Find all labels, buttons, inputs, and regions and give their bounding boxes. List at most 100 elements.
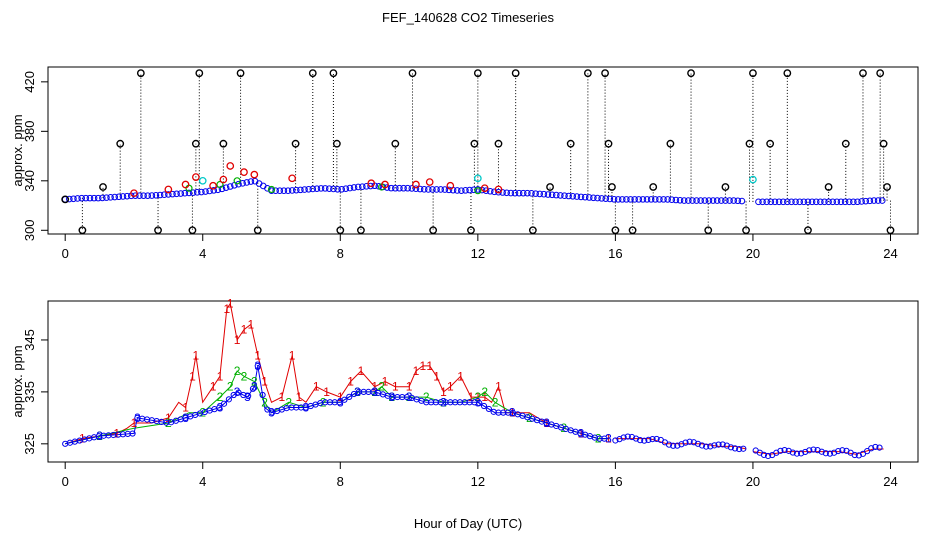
x-axis-label: Hour of Day (UTC) [414,516,522,531]
outlier-point [494,139,503,148]
baseline-point [222,184,230,191]
baseline-point [292,186,300,194]
series-marker: 1 [371,380,378,394]
baseline-point [400,184,407,192]
outlier-point [628,226,637,235]
x-tick-label: 20 [746,474,760,489]
outlier-point [308,69,317,78]
baseline-point [540,190,548,198]
late-point [797,450,805,457]
late-point [777,447,784,454]
series-line [65,302,609,445]
baseline-point [416,185,424,193]
baseline-point [684,197,692,204]
y-axis-label: approx. ppm [10,114,25,186]
baseline-point [585,194,593,201]
late-point [670,442,677,449]
baseline-point [458,187,465,194]
series-marker: 2 [423,390,430,404]
outlier-point [604,139,613,148]
baseline-point [144,192,152,199]
baseline-point [734,197,742,205]
cyan-point [473,174,482,183]
baseline-point [462,187,469,194]
baseline-point [156,191,164,199]
baseline-point [705,197,713,204]
series-marker: 3 [371,385,378,399]
series-marker: 1 [433,369,440,383]
baseline-point [433,186,440,193]
series-marker: 1 [347,375,354,389]
outlier-point [546,183,554,191]
x-tick-label: 12 [471,474,485,489]
baseline-point [602,195,610,202]
outlier-point [391,139,400,148]
baseline-point [243,179,251,186]
baseline-point [99,194,106,202]
baseline-point [152,192,160,199]
outlier-point [566,139,575,148]
baseline-point [598,195,605,202]
red-point [164,185,173,194]
late-point [839,447,846,454]
baseline-point [755,198,762,206]
series-marker: 1 [495,380,502,394]
outlier-point [99,183,107,191]
trace-point [341,396,348,403]
baseline-point [503,189,511,197]
late-point [793,450,801,457]
red-point [480,184,489,193]
late-point [736,445,743,453]
baseline-point [759,198,766,206]
baseline-point [198,188,205,196]
baseline-point [763,198,770,206]
baseline-point [515,189,523,197]
baseline-point [701,197,709,204]
baseline-point [78,194,85,202]
baseline-point [346,184,354,192]
x-tick-label: 0 [62,246,69,261]
series-marker: 1 [227,297,234,311]
late-point [814,447,821,454]
red-point [181,180,190,189]
series-marker: 2 [481,385,488,399]
outlier-point [721,183,730,191]
series-marker: 2 [378,380,385,394]
outlier-point [61,195,70,204]
trace-point [249,385,257,392]
series-marker: 1 [447,380,454,394]
baseline-point [70,195,77,203]
outlier-point [511,69,520,78]
late-point [864,448,871,455]
baseline-point [821,198,828,206]
trace-point [346,393,353,400]
baseline-point [115,193,123,201]
red-point [192,173,200,181]
baseline-point [623,196,630,203]
outlier-point [195,69,204,78]
outlier-point [859,69,867,78]
baseline-point [160,191,168,199]
baseline-point [800,198,808,206]
outlier-point [116,139,125,148]
baseline-point [660,196,667,203]
series-marker: 1 [254,349,261,363]
outlier-point [766,139,775,148]
series-marker: 3 [134,411,141,425]
series-marker: 1 [337,390,344,404]
y-tick-label: 340 [22,170,37,192]
green-point [233,177,241,185]
trace-point [476,400,483,407]
baseline-point [544,191,552,198]
baseline-point [408,185,416,192]
baseline-point [866,197,874,205]
baseline-point [276,187,284,195]
baseline-point [845,198,853,206]
baseline-point [165,191,172,198]
baseline-point [841,198,849,206]
series-marker: 1 [605,432,612,446]
series-marker: 1 [189,369,196,383]
series-marker: 1 [358,364,365,378]
baseline-point [235,180,242,188]
